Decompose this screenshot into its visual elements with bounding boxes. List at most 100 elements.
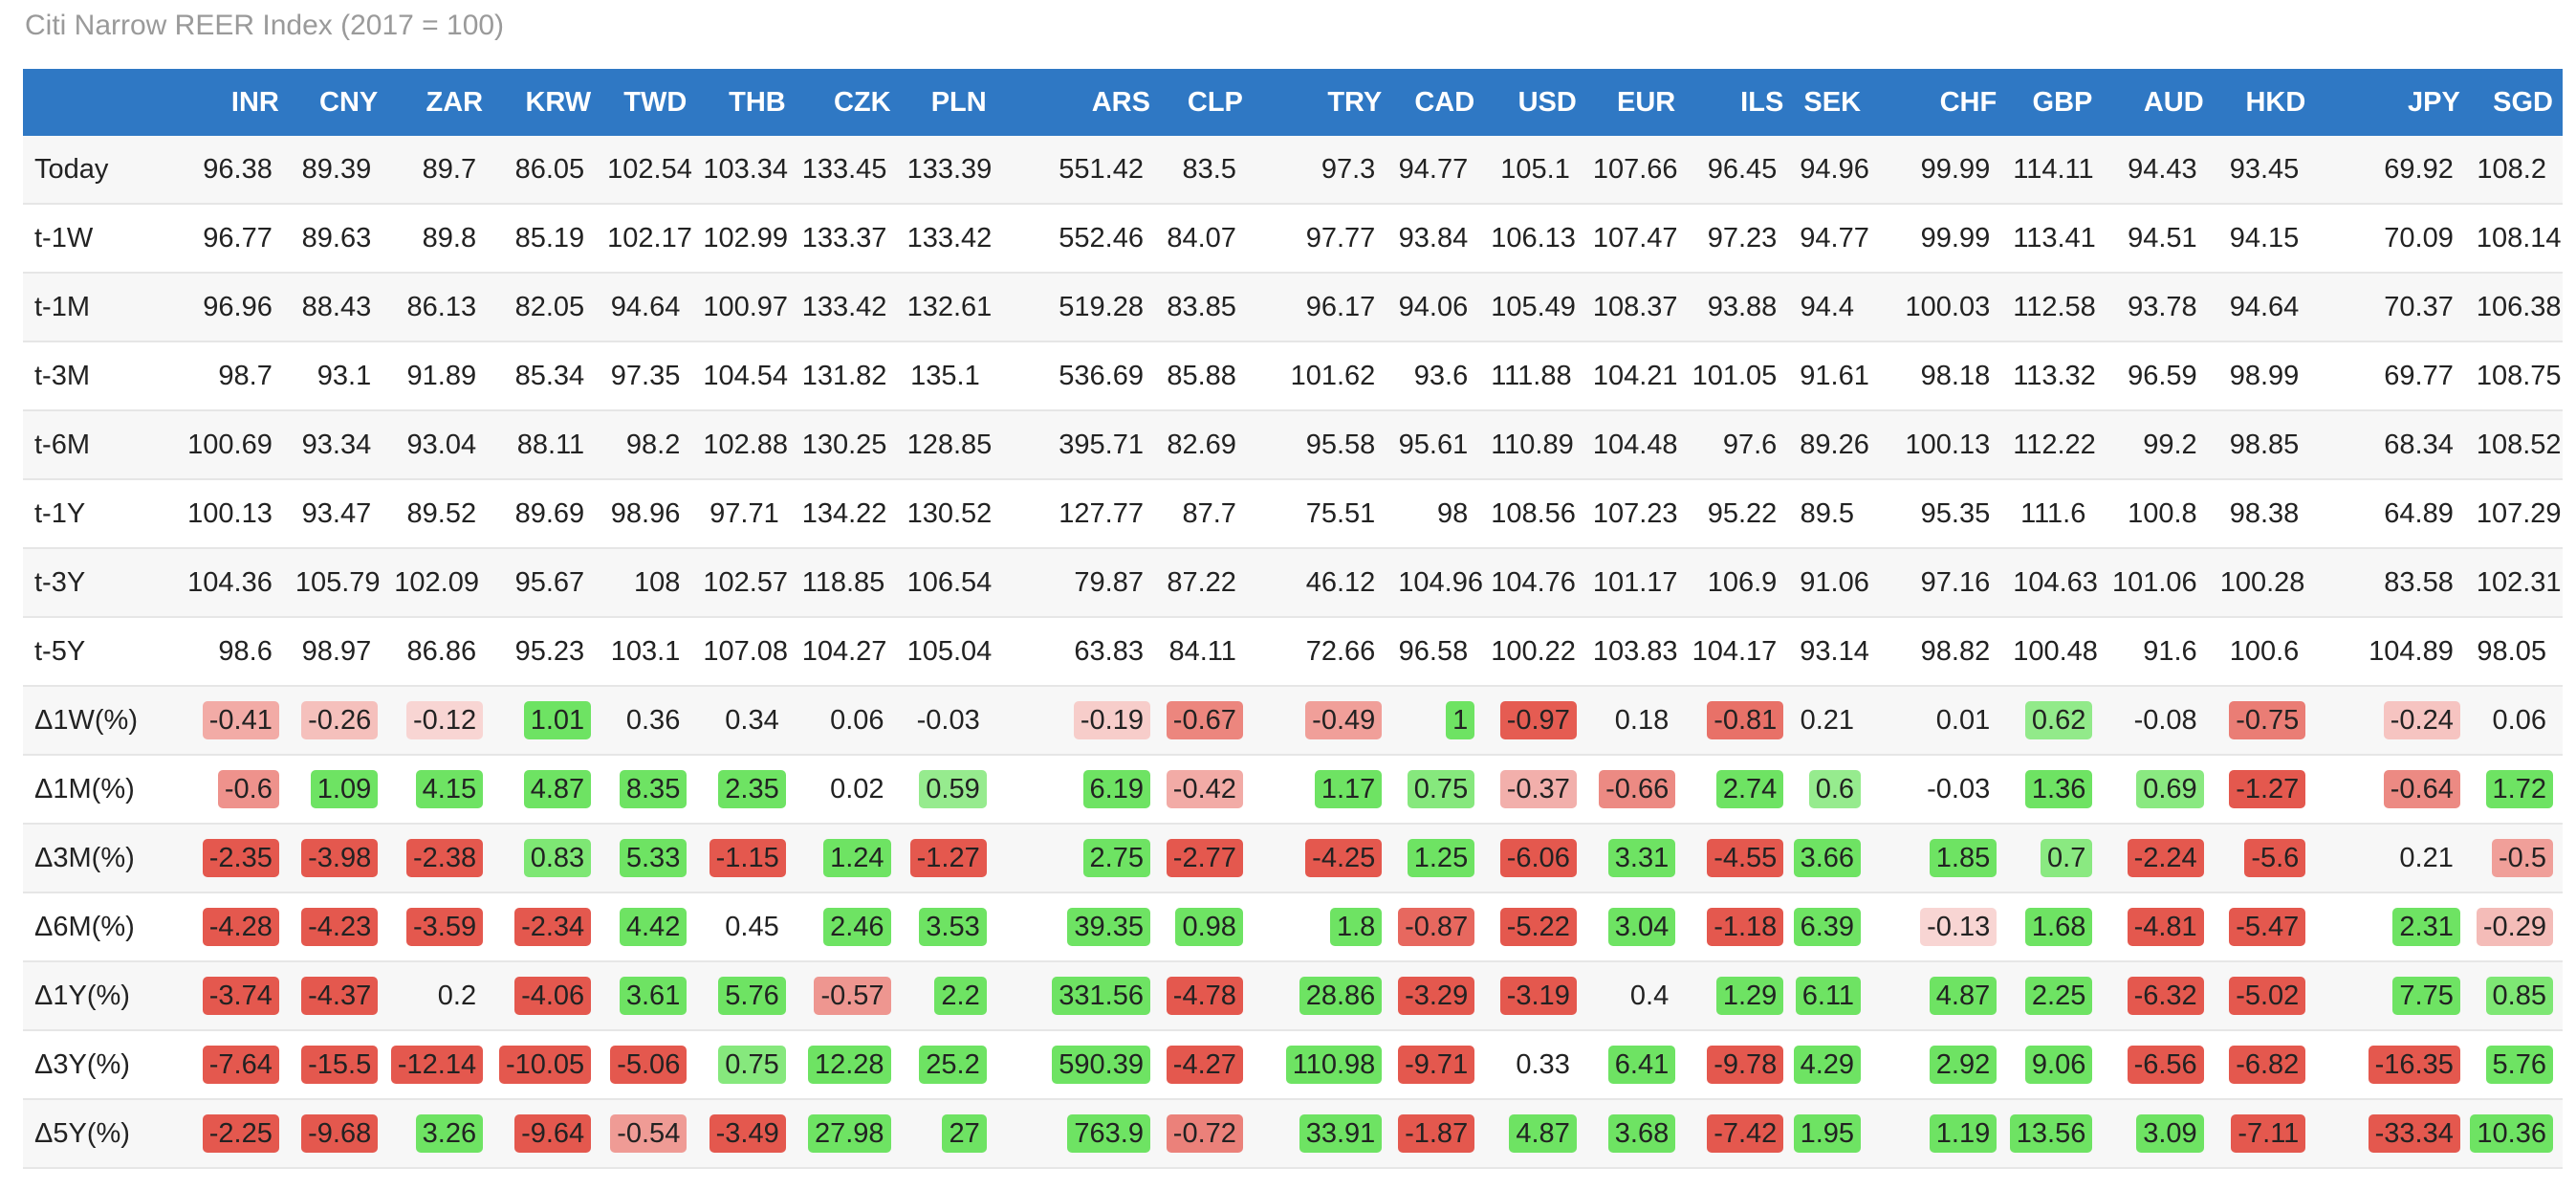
table-cell: -4.06 <box>492 961 601 1031</box>
table-cell: -4.23 <box>288 892 388 962</box>
cell-value: 88.43 <box>301 292 372 322</box>
row-label: Δ6M(%) <box>23 892 135 962</box>
cell-value: 83.85 <box>1167 292 1236 322</box>
cell-value: 101.05 <box>1692 361 1778 391</box>
cell-value: 0.7 <box>2041 839 2093 877</box>
cell-value: 118.85 <box>801 567 885 598</box>
table-row: Δ1M(%) -0.6 1.09 4.15 4.87 8.35 2.35 0.02 0.59 6.… <box>23 755 2563 825</box>
row-label: Δ1Y(%) <box>23 961 135 1031</box>
table-cell: 0.18 <box>1585 686 1686 756</box>
table-cell: -9.71 <box>1391 1030 1485 1100</box>
cell-value: 96.45 <box>1707 154 1778 185</box>
cell-value: 98.85 <box>2229 430 2300 460</box>
cell-value: 95.58 <box>1305 430 1376 460</box>
table-cell: 25.2 <box>900 1030 996 1100</box>
cell-value: -0.49 <box>1305 701 1383 739</box>
cell-value: 110.98 <box>1285 1046 1383 1084</box>
table-cell: 93.45 <box>2213 136 2316 205</box>
cell-value: 2.31 <box>2392 908 2460 946</box>
column-header: AUD <box>2102 69 2214 136</box>
table-row: Δ6M(%) -4.28 -4.23 -3.59 -2.34 4.42 0.45 2.46 3.… <box>23 892 2563 962</box>
table-cell: 2.2 <box>900 961 996 1031</box>
table-cell: 0.21 <box>1793 686 1871 756</box>
table-cell: 4.29 <box>1793 1030 1871 1100</box>
cell-value: 1.95 <box>1793 1114 1862 1153</box>
table-cell: 27 <box>900 1099 996 1169</box>
cell-value: 0.6 <box>1808 770 1862 808</box>
cell-value: 106.9 <box>1707 567 1778 598</box>
table-cell: -0.67 <box>1159 686 1253 756</box>
table-cell: 94.51 <box>2102 204 2214 274</box>
cell-value: 102.17 <box>607 223 692 253</box>
cell-value: 98 <box>1436 498 1469 529</box>
cell-value: 100.97 <box>703 292 789 322</box>
cell-value: -0.72 <box>1166 1114 1243 1153</box>
table-cell: 107.08 <box>696 617 796 687</box>
table-cell: 87.22 <box>1159 548 1253 618</box>
table-cell: 98.2 <box>600 410 697 480</box>
table-cell: 104.21 <box>1585 342 1686 411</box>
table-cell: 0.7 <box>2006 824 2103 893</box>
table-cell: -3.19 <box>1484 961 1586 1031</box>
cell-value: -0.12 <box>405 701 484 739</box>
cell-value: -3.49 <box>709 1114 786 1153</box>
row-label: t-6M <box>23 410 135 480</box>
cell-value: 100.28 <box>2219 567 2305 598</box>
table-cell: 96.45 <box>1685 136 1794 205</box>
cell-value: 95.23 <box>514 636 585 667</box>
cell-value: 4.87 <box>1509 1114 1577 1153</box>
cell-value: 1.85 <box>1929 839 1997 877</box>
cell-value: -0.24 <box>2383 701 2460 739</box>
table-cell: -5.06 <box>600 1030 697 1100</box>
row-label: t-1Y <box>23 479 135 549</box>
cell-value: 1 <box>1446 701 1475 739</box>
table-cell: 135.1 <box>900 342 996 411</box>
cell-value: 79.87 <box>1074 567 1144 598</box>
table-cell: 1.36 <box>2006 755 2103 825</box>
table-cell: 7.75 <box>2315 961 2470 1031</box>
cell-value: 1.8 <box>1329 908 1383 946</box>
table-cell: 107.29 <box>2469 479 2563 549</box>
table-cell: 133.37 <box>795 204 901 274</box>
cell-value: -5.47 <box>2229 908 2306 946</box>
table-cell: 89.63 <box>288 204 388 274</box>
table-cell: 1.17 <box>1252 755 1392 825</box>
table-cell: 0.21 <box>2315 824 2470 893</box>
cell-value: 111.88 <box>1491 361 1572 391</box>
table-cell: 86.13 <box>387 273 493 342</box>
column-header: PLN <box>900 69 996 136</box>
cell-value: 0.18 <box>1614 705 1670 736</box>
cell-value: -7.42 <box>1707 1114 1784 1153</box>
table-cell: 93.78 <box>2102 273 2214 342</box>
cell-value: 85.19 <box>514 223 585 253</box>
table-cell: 94.06 <box>1391 273 1485 342</box>
cell-value: 94.15 <box>2229 223 2300 253</box>
table-cell: 102.09 <box>387 548 493 618</box>
cell-value: -0.75 <box>2229 701 2306 739</box>
table-cell: 6.11 <box>1793 961 1871 1031</box>
cell-value: 89.7 <box>422 154 477 185</box>
table-cell: 70.09 <box>2315 204 2470 274</box>
cell-value: 94.77 <box>1398 154 1469 185</box>
cell-value: 98.82 <box>1920 636 1991 667</box>
table-cell: 108.37 <box>1585 273 1686 342</box>
table-cell: -3.29 <box>1391 961 1485 1031</box>
cell-value: 590.39 <box>1052 1046 1150 1084</box>
cell-value: 100.69 <box>187 430 273 460</box>
cell-value: -7.64 <box>202 1046 279 1084</box>
table-cell: 111.6 <box>2006 479 2103 549</box>
cell-value: -6.32 <box>2127 977 2204 1015</box>
table-cell: 88.43 <box>288 273 388 342</box>
cell-value: 102.31 <box>2476 567 2562 598</box>
table-cell: 83.85 <box>1159 273 1253 342</box>
cell-value: 104.48 <box>1592 430 1678 460</box>
cell-value: 1.29 <box>1715 977 1784 1015</box>
table-cell: -4.25 <box>1252 824 1392 893</box>
cell-value: 94.64 <box>610 292 681 322</box>
table-cell: -10.05 <box>492 1030 601 1100</box>
table-cell: 0.69 <box>2102 755 2214 825</box>
cell-value: 130.25 <box>801 430 887 460</box>
table-cell: -3.98 <box>288 824 388 893</box>
column-header: SEK <box>1793 69 1871 136</box>
cell-value: 91.6 <box>2143 636 2197 667</box>
